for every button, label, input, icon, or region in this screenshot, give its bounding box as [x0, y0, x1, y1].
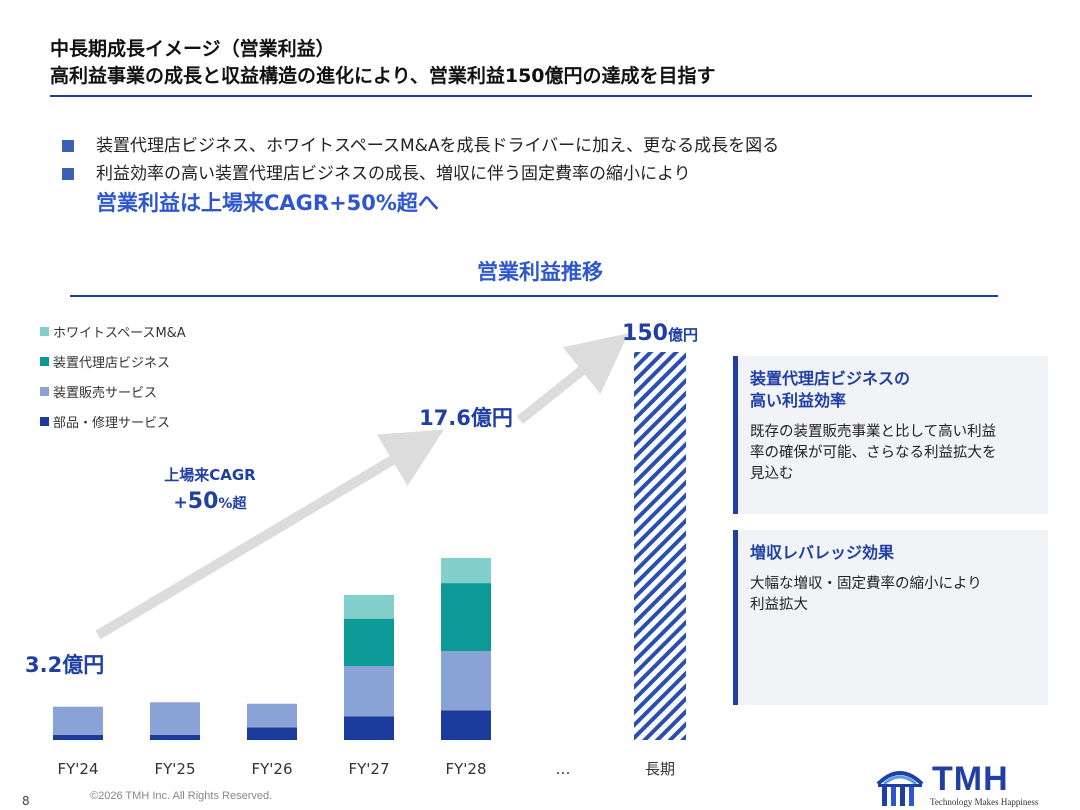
chart-legend: ホワイトスペースM&A 装置代理店ビジネス 装置販売サービス 部品・修理サービス	[40, 323, 186, 443]
bar-segment	[441, 651, 491, 711]
title-line-2: 高利益事業の成長と収益構造の進化により、営業利益150億円の達成を目指す	[50, 65, 716, 87]
cagr-label: 上場来CAGR	[164, 466, 256, 484]
slide-title: 中長期成長イメージ（営業利益） 高利益事業の成長と収益構造の進化により、営業利益…	[50, 36, 1032, 90]
agency-business-card: 装置代理店ビジネスの 高い利益効率 既存の装置販売事業と比して高い利益 率の確保…	[733, 356, 1048, 514]
bar-segment	[344, 666, 394, 717]
legend-swatch	[40, 326, 49, 336]
axis-break-mark	[337, 576, 401, 588]
bar-segment	[247, 727, 297, 740]
chart-title-divider	[70, 295, 998, 297]
bullet-text: 装置代理店ビジネス、ホワイトスペースM&Aを成長ドライバーに加え、更なる成長を図…	[96, 136, 780, 156]
logo-wordmark: TMH	[932, 760, 1009, 798]
data-label: 150億円	[622, 321, 698, 346]
axis-break-mark	[434, 545, 498, 557]
cagr-value: +50%超	[174, 489, 248, 514]
growth-arrow-to-long-term	[516, 333, 629, 424]
x-tick-label: FY'26	[251, 760, 292, 778]
bar-segment	[150, 734, 200, 740]
legend-swatch	[40, 416, 49, 426]
growth-arrows	[95, 333, 629, 640]
bullet-square-icon	[62, 168, 74, 180]
bar-segment	[53, 734, 103, 740]
card-heading: 装置代理店ビジネスの 高い利益効率	[750, 369, 911, 410]
legend-swatch	[40, 356, 49, 366]
highlight-text: 営業利益は上場来CAGR+50%超へ	[96, 191, 439, 215]
bar-segment	[150, 702, 200, 735]
chart-title: 営業利益推移	[477, 260, 603, 284]
bullet-text: 利益効率の高い装置代理店ビジネスの成長、増収に伴う固定費率の縮小により	[96, 164, 691, 184]
bar-segment	[441, 557, 491, 584]
legend-label: 部品・修理サービス	[53, 415, 171, 431]
title-divider	[50, 95, 1032, 97]
bar-segment	[344, 618, 394, 666]
axis-break-mark	[434, 538, 498, 550]
x-tick-label: FY'28	[445, 760, 486, 778]
axis-break-marks	[337, 538, 498, 595]
bar-segment	[441, 710, 491, 740]
legend-item: 装置販売サービス	[40, 383, 186, 401]
legend-item: ホワイトスペースM&A	[40, 323, 186, 341]
logo-tagline: Technology Makes Happiness	[930, 797, 1039, 807]
tmh-logo-icon	[876, 771, 924, 806]
legend-item: 装置代理店ビジネス	[40, 353, 186, 371]
x-tick-label: FY'27	[348, 760, 389, 778]
legend-swatch	[40, 386, 49, 396]
data-label: 3.2億円	[25, 653, 104, 677]
tmh-logo: TMH Technology Makes Happiness	[872, 760, 1050, 808]
operating-profit-chart: FY'24 FY'25 FY'26 FY'27 FY'28 … 長期 3.2億円 17.6億円 1…	[25, 321, 698, 778]
bullet-square-icon	[62, 140, 74, 152]
bar-segment	[344, 594, 394, 619]
chart-labels: FY'24 FY'25 FY'26 FY'27 FY'28 … 長期 3.2億円 17.6億円 1…	[25, 321, 698, 778]
growth-arrow-to-fy28	[95, 429, 444, 640]
x-tick-label: FY'24	[57, 760, 98, 778]
card-body: 既存の装置販売事業と比して高い利益 率の確保が可能、さらなる利益拡大を 見込む	[750, 424, 997, 482]
card-heading: 増収レバレッジ効果	[750, 543, 895, 562]
copyright: ©2026 TMH Inc. All Rights Reserved.	[90, 790, 273, 802]
long-term-hatched-bar	[634, 352, 686, 740]
card-body: 大幅な増収・固定費率の縮小により 利益拡大	[750, 576, 982, 613]
bar-segment	[441, 583, 491, 652]
bullet-item: 利益効率の高い装置代理店ビジネスの成長、増収に伴う固定費率の縮小により	[62, 160, 779, 188]
legend-item: 部品・修理サービス	[40, 413, 186, 431]
data-label: 17.6億円	[419, 406, 513, 430]
bar-segment	[247, 703, 297, 728]
title-line-1: 中長期成長イメージ（営業利益）	[50, 38, 335, 60]
x-tick-label: …	[556, 760, 571, 778]
legend-label: 装置代理店ビジネス	[53, 355, 171, 371]
axis-break-mark	[337, 583, 401, 595]
revenue-leverage-card: 増収レバレッジ効果 大幅な増収・固定費率の縮小により 利益拡大	[733, 530, 1048, 705]
bullet-item: 装置代理店ビジネス、ホワイトスペースM&Aを成長ドライバーに加え、更なる成長を図…	[62, 132, 779, 160]
bullet-list: 装置代理店ビジネス、ホワイトスペースM&Aを成長ドライバーに加え、更なる成長を図…	[62, 132, 779, 218]
bar-segment	[344, 716, 394, 740]
x-tick-label: FY'25	[154, 760, 195, 778]
bar-series	[53, 352, 686, 740]
legend-label: 装置販売サービス	[53, 385, 158, 401]
x-tick-label: 長期	[645, 760, 675, 778]
legend-label: ホワイトスペースM&A	[53, 325, 186, 341]
page-number: 8	[22, 794, 30, 808]
bar-segment	[53, 706, 103, 735]
